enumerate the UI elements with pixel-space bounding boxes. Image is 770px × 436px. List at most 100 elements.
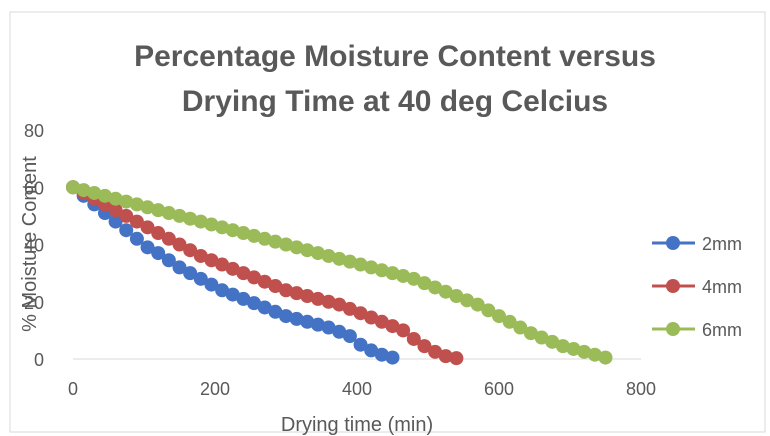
data-point-6mm: [587, 347, 602, 362]
data-point-2mm: [193, 271, 208, 286]
data-point-6mm: [321, 248, 336, 263]
data-point-6mm: [310, 246, 325, 261]
data-point-4mm: [108, 203, 123, 218]
series-layer: [66, 180, 613, 366]
legend-label: 6mm: [702, 320, 742, 340]
chart-title-line-2: Drying Time at 40 deg Celcius: [182, 85, 608, 118]
data-point-4mm: [247, 270, 262, 285]
data-point-4mm: [161, 231, 176, 246]
data-point-2mm: [279, 309, 293, 324]
data-point-6mm: [460, 293, 475, 308]
data-point-6mm: [332, 251, 347, 266]
x-axis-tick-labels: 0 200 400 600 800: [68, 379, 656, 399]
x-axis-label: Drying time (min): [281, 414, 433, 436]
x-tick-label: 400: [342, 379, 372, 399]
data-point-6mm: [449, 289, 464, 304]
data-point-6mm: [172, 208, 187, 223]
data-point-2mm: [385, 350, 400, 365]
data-point-6mm: [534, 330, 549, 345]
data-point-2mm: [374, 347, 389, 362]
y-axis-tick-labels: 0 20 40 60 80: [24, 121, 44, 370]
data-point-2mm: [342, 329, 357, 344]
data-point-4mm: [321, 294, 336, 309]
data-point-6mm: [279, 237, 293, 252]
data-point-4mm: [225, 261, 240, 276]
data-point-6mm: [417, 276, 432, 291]
data-point-2mm: [236, 291, 251, 306]
data-point-6mm: [204, 217, 219, 232]
data-point-4mm: [204, 253, 219, 268]
data-point-4mm: [119, 208, 134, 223]
data-point-6mm: [225, 223, 240, 238]
data-point-4mm: [364, 310, 379, 325]
data-point-4mm: [332, 297, 347, 312]
data-point-6mm: [374, 263, 389, 278]
data-point-6mm: [268, 234, 283, 249]
data-point-6mm: [193, 214, 208, 229]
data-point-2mm: [289, 311, 304, 326]
data-point-6mm: [385, 266, 400, 281]
data-point-4mm: [193, 248, 208, 263]
data-point-6mm: [577, 344, 592, 359]
data-point-6mm: [438, 284, 453, 299]
legend-marker: [666, 279, 680, 293]
data-point-2mm: [321, 320, 336, 335]
x-tick-label: 600: [484, 379, 514, 399]
series-6mm: [66, 180, 613, 365]
data-point-6mm: [502, 314, 517, 329]
data-point-2mm: [225, 287, 240, 302]
data-point-2mm: [119, 223, 134, 238]
data-point-2mm: [364, 343, 379, 358]
data-point-2mm: [247, 296, 262, 311]
data-point-2mm: [268, 304, 283, 319]
data-point-2mm: [257, 300, 272, 315]
data-point-6mm: [396, 268, 411, 283]
data-point-6mm: [289, 240, 304, 255]
x-tick-label: 800: [626, 379, 656, 399]
data-point-6mm: [300, 243, 315, 258]
data-point-6mm: [87, 185, 102, 200]
data-point-4mm: [406, 331, 421, 346]
data-point-6mm: [140, 200, 155, 215]
data-point-4mm: [215, 257, 230, 272]
data-point-6mm: [428, 280, 443, 295]
data-point-4mm: [374, 314, 389, 329]
data-point-4mm: [300, 289, 315, 304]
data-point-6mm: [523, 326, 538, 341]
data-point-4mm: [172, 237, 187, 252]
legend-marker: [666, 322, 680, 336]
data-point-2mm: [215, 283, 230, 298]
data-point-6mm: [364, 260, 379, 275]
data-point-6mm: [492, 309, 506, 324]
data-point-4mm: [310, 291, 325, 306]
data-point-6mm: [257, 231, 272, 246]
data-point-4mm: [279, 283, 293, 298]
data-point-2mm: [310, 317, 325, 332]
data-point-6mm: [119, 194, 134, 209]
data-point-2mm: [129, 231, 144, 246]
data-point-6mm: [406, 271, 421, 286]
data-point-6mm: [236, 226, 251, 241]
data-point-6mm: [129, 197, 144, 212]
data-point-4mm: [289, 286, 304, 301]
data-point-4mm: [438, 349, 453, 364]
data-point-4mm: [257, 274, 272, 289]
y-tick-label: 0: [34, 350, 44, 370]
legend-marker: [666, 236, 680, 250]
data-point-4mm: [140, 220, 155, 235]
data-point-4mm: [342, 301, 357, 316]
y-axis-label: % Moisture Content: [19, 156, 41, 332]
data-point-2mm: [151, 246, 166, 261]
data-point-4mm: [268, 279, 283, 294]
data-point-6mm: [353, 257, 368, 272]
data-point-4mm: [353, 306, 368, 321]
data-point-6mm: [66, 180, 80, 195]
y-tick-label: 60: [24, 178, 44, 198]
data-point-4mm: [151, 226, 166, 241]
x-tick-label: 0: [68, 379, 78, 399]
data-point-2mm: [204, 277, 219, 292]
data-point-6mm: [470, 297, 485, 312]
data-point-2mm: [140, 240, 155, 255]
